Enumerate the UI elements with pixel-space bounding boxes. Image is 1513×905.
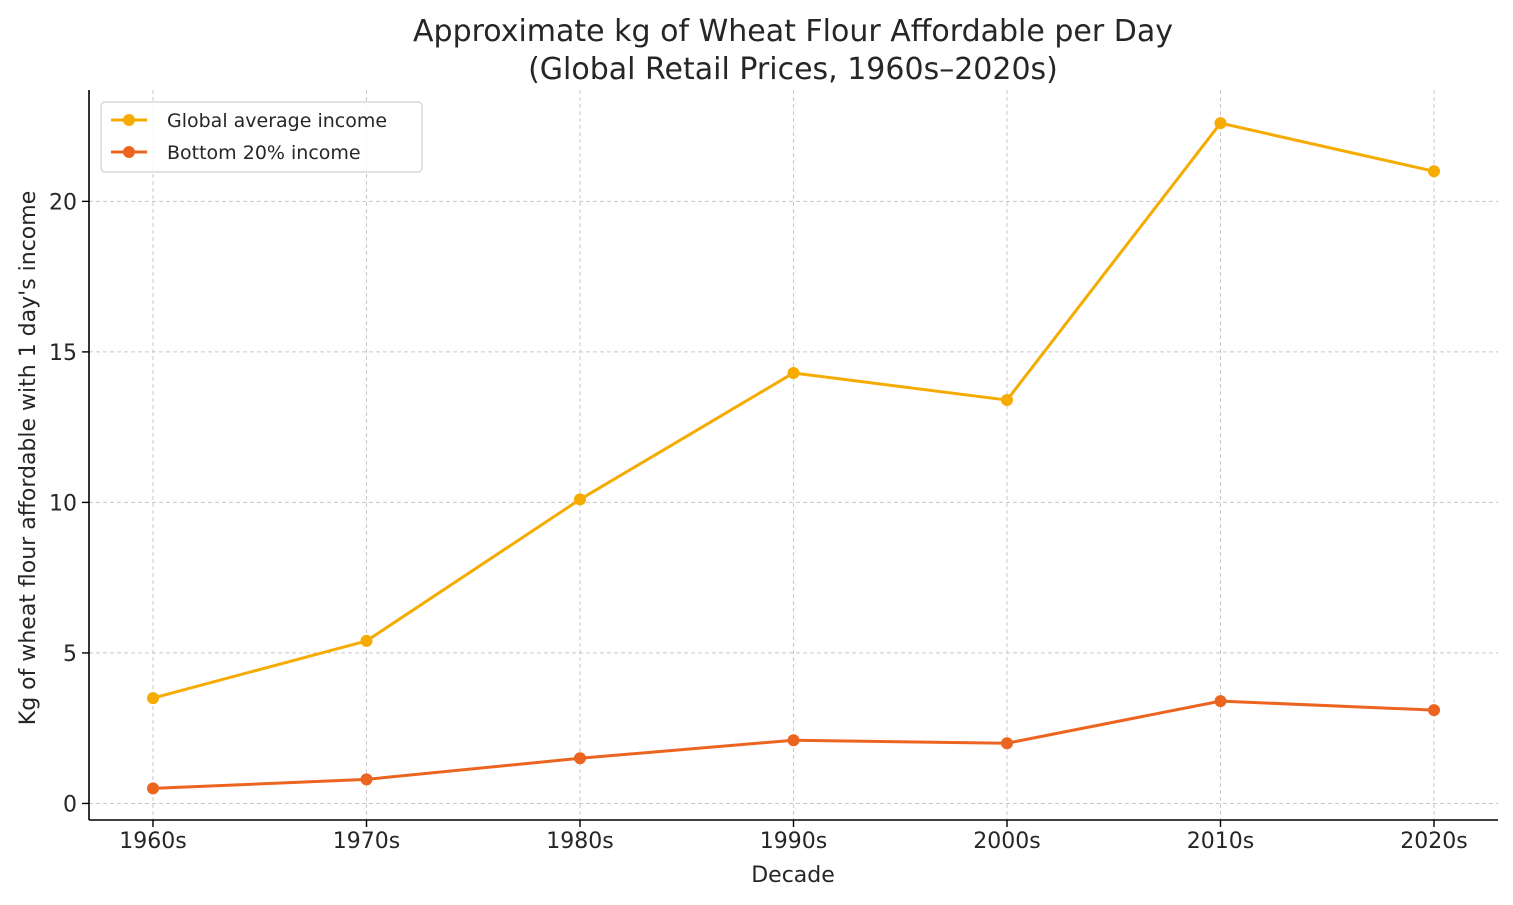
chart-title: Approximate kg of Wheat Flour Affordable… <box>413 14 1173 49</box>
y-tick-label: 20 <box>49 190 77 215</box>
data-point <box>147 782 159 795</box>
data-point <box>1001 737 1013 750</box>
legend-label: Bottom 20% income <box>167 142 361 164</box>
data-point <box>1001 394 1013 407</box>
y-axis-label: Kg of wheat flour affordable with 1 day'… <box>16 191 41 725</box>
data-point <box>1214 117 1227 130</box>
data-point <box>1428 165 1440 178</box>
chart-subtitle: (Global Retail Prices, 1960s–2020s) <box>528 52 1058 87</box>
y-tick-label: 0 <box>63 792 77 817</box>
x-tick-label: 2000s <box>973 829 1040 854</box>
x-tick-label: 1990s <box>760 829 827 854</box>
data-point <box>147 692 159 705</box>
x-tick-label: 2010s <box>1187 829 1254 854</box>
y-tick-label: 10 <box>49 491 77 516</box>
legend: Global average income Bottom 20% income <box>100 101 423 173</box>
series-group <box>147 695 1440 795</box>
x-tick-label: 1980s <box>546 829 613 854</box>
data-point <box>574 752 586 765</box>
data-point <box>787 734 800 747</box>
x-axis-label: Decade <box>751 863 835 888</box>
y-tick-label: 15 <box>49 341 77 366</box>
data-point <box>574 493 586 506</box>
legend-box <box>100 101 423 173</box>
data-point <box>1214 695 1227 708</box>
grid-lines <box>89 90 1498 820</box>
x-tick-label: 1970s <box>333 829 400 854</box>
series-group <box>147 117 1440 705</box>
data-point <box>360 634 373 647</box>
data-series <box>147 117 1440 795</box>
legend-marker <box>123 114 135 126</box>
legend-label: Global average income <box>167 110 387 132</box>
legend-marker <box>123 146 135 158</box>
axes <box>82 90 1498 827</box>
y-tick-label: 5 <box>63 642 77 667</box>
data-point <box>360 773 373 786</box>
data-point <box>787 366 800 379</box>
tick-labels: 1960s 1970s 1980s 1990s 2000s 2010s 2020s 0 5 10 1… <box>49 190 1468 854</box>
data-point <box>1428 704 1440 717</box>
x-tick-label: 2020s <box>1400 829 1467 854</box>
x-tick-label: 1960s <box>119 829 186 854</box>
